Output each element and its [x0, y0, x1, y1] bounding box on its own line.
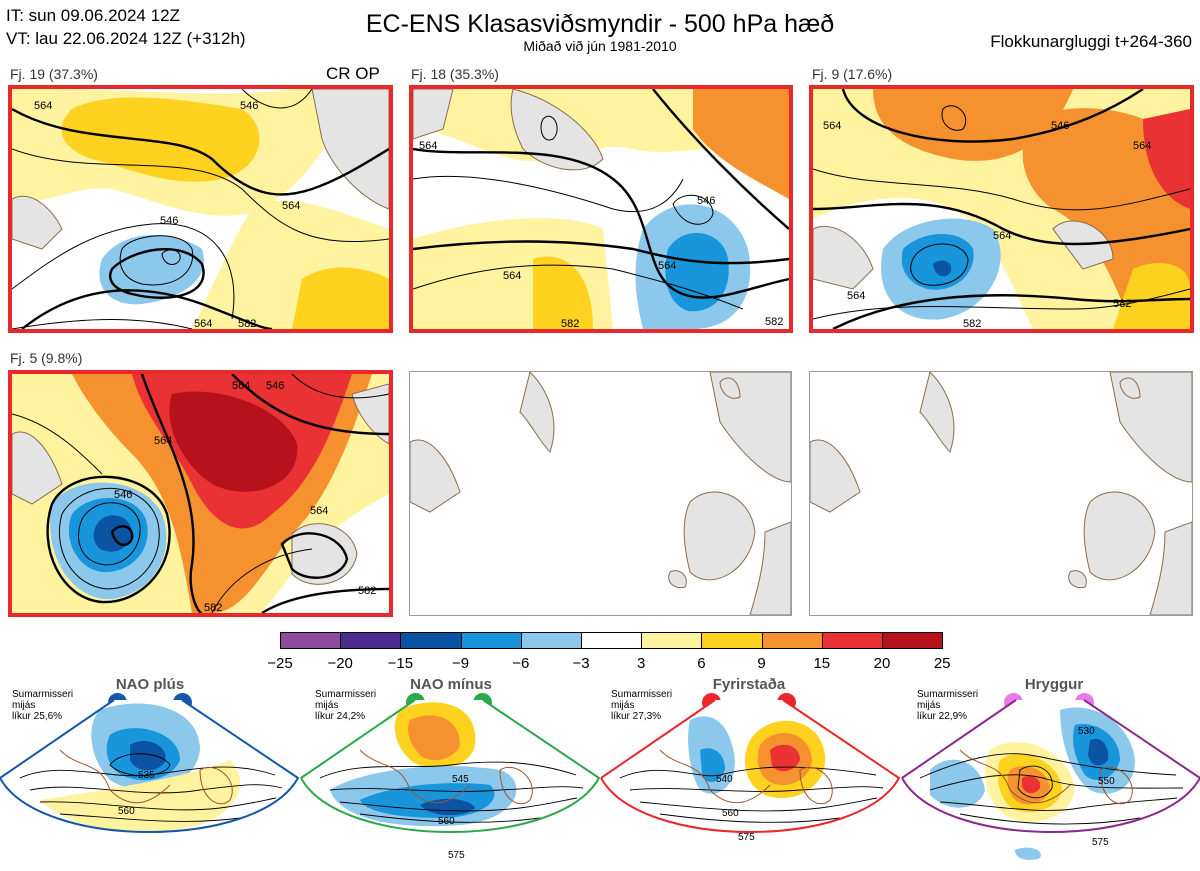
panel-4-contour-4: 546	[114, 489, 132, 501]
panel-2-contour-2: 546	[697, 195, 715, 207]
colorbar-tick-label: −6	[512, 655, 530, 672]
regime-1-map: 535 560	[0, 699, 300, 833]
regime-1-note: Sumarmisseri mijás líkur 25,6%	[12, 689, 74, 722]
colorbar-tick-label: −3	[572, 655, 590, 672]
regime-3-contour-2: 560	[722, 808, 739, 819]
clustering-window: Flokkunargluggi t+264-360	[990, 32, 1192, 51]
colorbar-tick-label: 20	[873, 655, 891, 672]
colorbar-tick-label: −25	[267, 655, 293, 672]
panel-4-label: Fj. 5 (9.8%)	[10, 350, 83, 366]
panel-4-contour-3: 564	[154, 435, 172, 447]
panel-1-contour-6: 582	[238, 318, 256, 329]
panel-4-contour-5: 564	[310, 505, 328, 517]
colorbar-cell	[581, 632, 643, 649]
colorbar-tick-label: 9	[757, 655, 766, 672]
colorbar-cell	[701, 632, 763, 649]
regime-2-note: Sumarmisseri mijás líkur 24,2%	[315, 689, 377, 722]
panel-1-label: Fj. 19 (37.3%)	[10, 66, 98, 82]
panel-3-contour-7: 582	[1113, 298, 1131, 310]
regime-2-contour-3: 575	[448, 850, 465, 861]
empty-map-6	[809, 371, 1193, 616]
cluster-map-1: 564 546 546 564 564 582	[8, 85, 393, 333]
regime-1-contour-1: 535	[138, 770, 155, 781]
panel-3-contour-4: 564	[993, 230, 1011, 242]
panel-1-contour-1: 564	[34, 100, 52, 112]
empty-map-5	[409, 371, 792, 616]
cluster-map-3: 564 546 564 564 564 582 582	[809, 85, 1194, 333]
panel-2-contour-5: 582	[561, 318, 579, 329]
regime-maps: 535 560 545 560 575	[0, 699, 1200, 861]
colorbar-tick-label: 6	[697, 655, 706, 672]
colorbar-cell	[520, 632, 582, 649]
colorbar-cell	[280, 632, 342, 649]
regime-1-title: NAO plús	[115, 676, 185, 693]
colorbar-cell	[460, 632, 522, 649]
panel-1-contour-2: 546	[160, 215, 178, 227]
panel-1-tag: CR OP	[326, 64, 380, 83]
panel-3-contour-6: 582	[963, 318, 981, 329]
panel-3-label: Fj. 9 (17.6%)	[812, 66, 893, 82]
colorbar-cell	[641, 632, 703, 649]
colorbar-tick-label: −20	[327, 655, 353, 672]
regime-2-map: 545 560 575	[300, 699, 601, 861]
initial-time: IT: sun 09.06.2024 12Z	[6, 6, 180, 25]
cluster-map-2: 564 546 564 564 582 582	[409, 85, 793, 333]
panel-3-contour-5: 564	[847, 290, 865, 302]
regime-1-contour-2: 560	[118, 806, 135, 817]
colorbar-tick-label: 3	[637, 655, 646, 672]
panel-4-contour-6: 582	[358, 585, 376, 597]
panel-4-contour-2: 546	[266, 380, 284, 392]
colorbar-cell	[821, 632, 883, 649]
regime-3-map: 540 560 575	[600, 699, 901, 843]
regime-2-title: NAO mínus	[410, 676, 492, 693]
valid-time: VT: lau 22.06.2024 12Z (+312h)	[6, 29, 246, 48]
panel-2-contour-4: 564	[503, 270, 521, 282]
page-title: EC-ENS Klasasviðsmyndir - 500 hPa hæð	[365, 10, 835, 38]
regime-3-note: Sumarmisseri mijás líkur 27,3%	[611, 689, 673, 722]
regime-2-contour-1: 545	[452, 774, 469, 785]
panel-1-contour-5: 564	[194, 318, 212, 329]
panel-4-contour-1: 564	[232, 380, 250, 392]
cluster-map-4: 564 546 564 546 564 582 582	[8, 370, 393, 617]
panel-1-contour-3: 546	[240, 100, 258, 112]
colorbar-tick-label: −15	[387, 655, 414, 672]
regime-4-contour-3: 575	[1092, 837, 1109, 848]
colorbar-cell	[400, 632, 462, 649]
colorbar-tick-label: −9	[452, 655, 470, 672]
panel-1-contour-4: 564	[282, 200, 300, 212]
regime-3-title: Fyrirstaða	[712, 676, 786, 693]
panel-2-contour-6: 582	[765, 316, 783, 328]
colorbar-cell	[340, 632, 402, 649]
panel-4-contour-7: 582	[204, 602, 222, 613]
panel-2-contour-3: 564	[658, 260, 676, 272]
panel-3-contour-1: 564	[823, 120, 841, 132]
regime-4-title: Hryggur	[1024, 676, 1084, 693]
regime-4-map: 530 550 575	[901, 699, 1200, 860]
panel-2-label: Fj. 18 (35.3%)	[411, 66, 499, 82]
colorbar-cell	[761, 632, 823, 649]
panel-3-contour-3: 564	[1133, 140, 1151, 152]
regime-4-contour-2: 550	[1098, 776, 1115, 787]
panel-2-contour-1: 564	[419, 140, 437, 152]
regime-3-contour-3: 575	[738, 832, 755, 843]
regime-4-note: Sumarmisseri mijás líkur 22,9%	[917, 689, 979, 722]
colorbar-cell	[882, 632, 944, 649]
run-info: IT: sun 09.06.2024 12Z VT: lau 22.06.202…	[6, 4, 246, 50]
regime-3-contour-1: 540	[716, 774, 733, 785]
colorbar-tick-label: 25	[933, 655, 951, 672]
regime-2-contour-2: 560	[438, 816, 455, 827]
colorbar-tick-label: 15	[813, 655, 831, 672]
page-subtitle: Miðað við jún 1981-2010	[523, 38, 677, 54]
regime-4-contour-1: 530	[1078, 726, 1095, 737]
panel-3-contour-2: 546	[1051, 120, 1069, 132]
